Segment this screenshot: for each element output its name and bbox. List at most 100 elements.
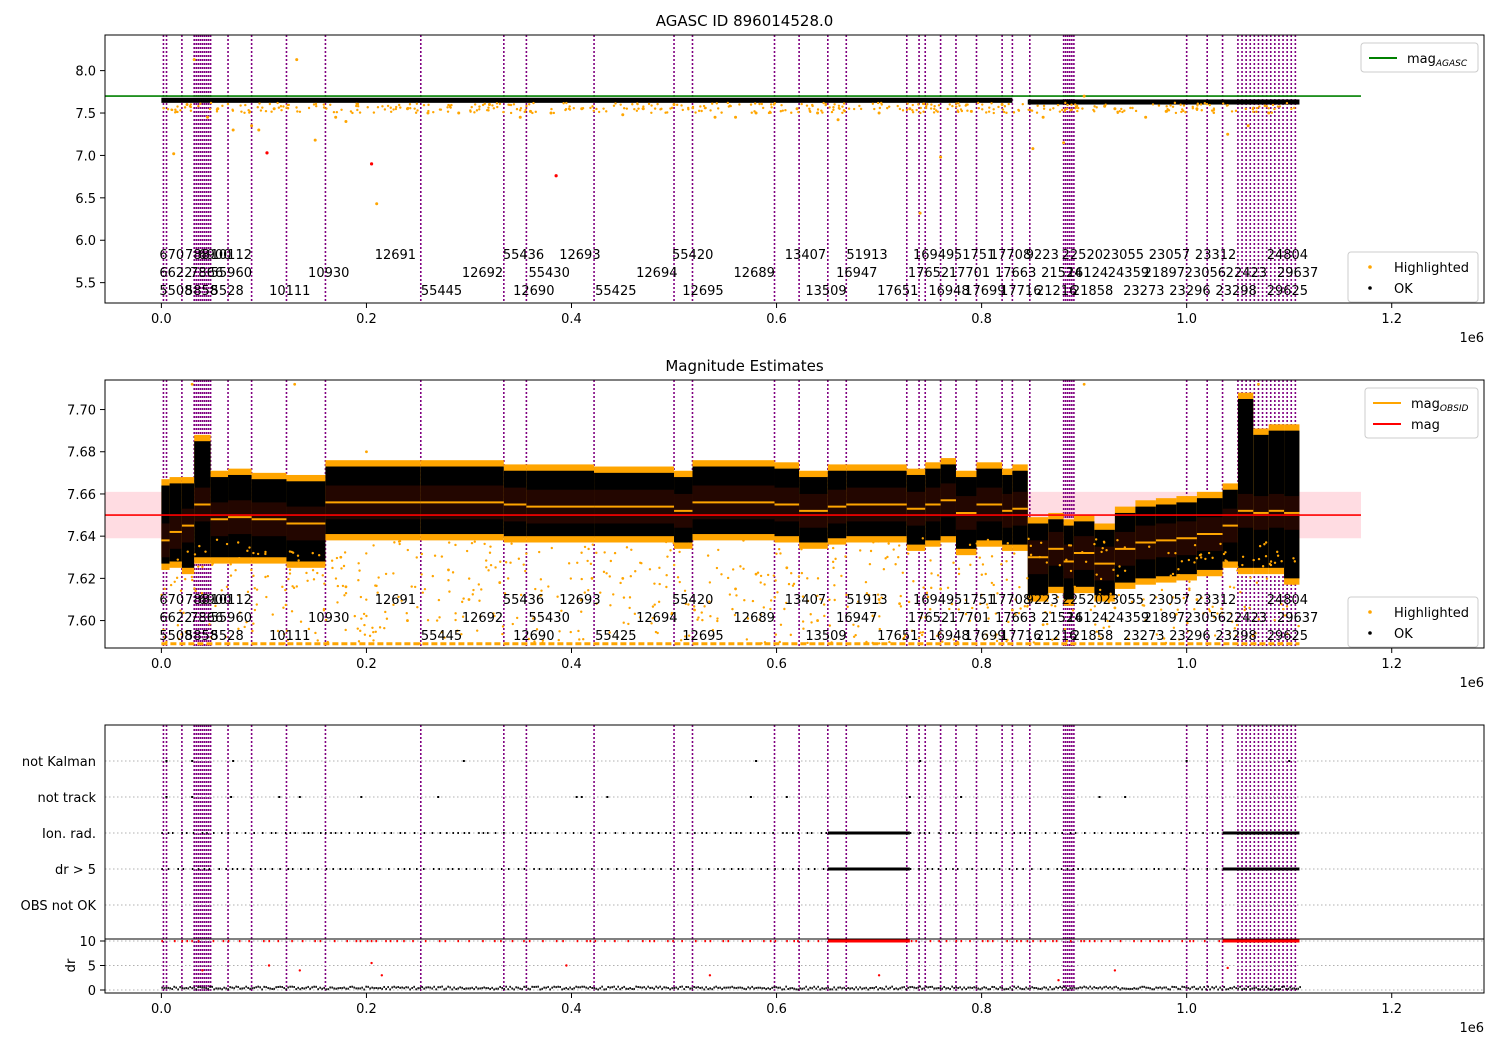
highlighted-point	[819, 598, 822, 601]
flag-point	[221, 832, 223, 834]
highlighted-point	[920, 616, 923, 619]
highlighted-point	[1251, 634, 1255, 638]
highlighted-point	[800, 571, 804, 575]
highlighted-point	[440, 555, 444, 558]
highlighted-point	[1207, 608, 1211, 611]
dr-outlier	[267, 964, 271, 967]
dr-red-point	[741, 940, 744, 943]
dr-point	[887, 987, 889, 990]
highlighted-point	[831, 546, 835, 550]
highlighted-point	[344, 628, 347, 632]
dr-red-point	[681, 940, 683, 943]
flag-point	[307, 868, 309, 870]
flag-point	[311, 832, 314, 834]
dr-point	[943, 986, 945, 989]
highlighted-point	[935, 634, 939, 638]
dr-point	[301, 987, 303, 990]
highlighted-point	[1052, 107, 1055, 110]
highlighted-point	[753, 110, 756, 113]
highlighted-point	[499, 560, 502, 563]
highlighted-point	[427, 109, 430, 113]
dr-point	[699, 987, 701, 990]
dr-point	[755, 986, 757, 989]
flag-point	[1222, 831, 1300, 835]
dr-point	[877, 988, 879, 991]
dr-red-point	[1080, 940, 1082, 943]
highlighted-point	[907, 552, 910, 555]
highlighted-point	[293, 382, 297, 386]
flag-point	[1121, 832, 1124, 834]
flag-point	[1145, 832, 1148, 834]
dr-point	[527, 987, 529, 990]
highlighted-point	[773, 596, 777, 599]
dr-point	[829, 988, 831, 991]
highlighted-point	[995, 639, 999, 643]
dr-point	[1239, 985, 1241, 988]
highlighted-point	[1244, 107, 1248, 111]
flag-point	[807, 868, 810, 870]
dr-point	[1231, 987, 1233, 990]
highlighted-point	[198, 544, 201, 548]
highlighted-point	[454, 618, 457, 622]
obsid-label: 17651	[877, 629, 918, 644]
highlighted-point	[852, 107, 856, 111]
dr-point	[525, 986, 527, 989]
flag-point	[1008, 868, 1011, 870]
highlighted-point	[491, 104, 494, 107]
dr-point	[1035, 986, 1037, 989]
highlighted-point	[210, 636, 213, 639]
highlighted-point	[886, 106, 889, 110]
dr-point	[939, 987, 941, 990]
dr-point	[739, 986, 741, 989]
dr-point	[431, 987, 433, 990]
highlighted-point	[1066, 103, 1069, 107]
highlighted-point	[288, 568, 292, 571]
obsid-label: 12694	[636, 611, 677, 626]
highlighted-point	[633, 107, 636, 111]
dr-point	[791, 987, 793, 990]
dr-point	[915, 987, 917, 990]
highlighted-point	[877, 111, 881, 115]
highlighted-point	[772, 574, 776, 577]
obsid-label: 51913	[846, 248, 887, 263]
highlighted-point	[686, 106, 690, 110]
dr-red-point	[1157, 940, 1160, 943]
flag-point	[367, 868, 369, 870]
obsid-label: 17701	[949, 266, 990, 281]
dr-point	[1185, 986, 1187, 989]
dr-point	[1025, 986, 1027, 989]
highlighted-point	[608, 575, 611, 578]
highlighted-point	[1241, 563, 1244, 567]
dr-point	[873, 987, 875, 990]
highlighted-point	[978, 556, 982, 559]
highlighted-point	[314, 102, 318, 106]
highlighted-point	[1056, 103, 1060, 107]
highlighted-point	[1069, 569, 1073, 573]
dr-point	[651, 986, 653, 989]
highlighted-point	[1129, 106, 1132, 110]
dr-point	[283, 987, 285, 990]
highlighted-point	[199, 102, 202, 105]
obsid-label: 16124	[1067, 266, 1108, 281]
highlighted-point	[878, 106, 882, 110]
dr-point	[1017, 985, 1019, 988]
dr-red-point	[1006, 940, 1008, 943]
dr-point	[177, 988, 179, 991]
highlighted-point	[341, 584, 345, 588]
highlighted-point	[957, 102, 960, 105]
highlighted-point	[1029, 108, 1032, 112]
flag-point	[478, 832, 480, 834]
highlighted-point	[918, 211, 922, 215]
highlighted-point	[362, 612, 366, 616]
dr-red-point	[817, 940, 820, 943]
highlighted-point	[1035, 599, 1038, 603]
flag-point	[344, 868, 347, 870]
highlighted-point	[1282, 607, 1285, 611]
highlighted-point	[509, 111, 513, 115]
dr-point	[1241, 988, 1243, 991]
highlighted-point	[762, 606, 766, 609]
highlighted-point	[498, 581, 502, 584]
highlighted-point	[971, 606, 974, 610]
dr-point	[277, 986, 279, 989]
obsid-label: 13509	[805, 629, 846, 644]
